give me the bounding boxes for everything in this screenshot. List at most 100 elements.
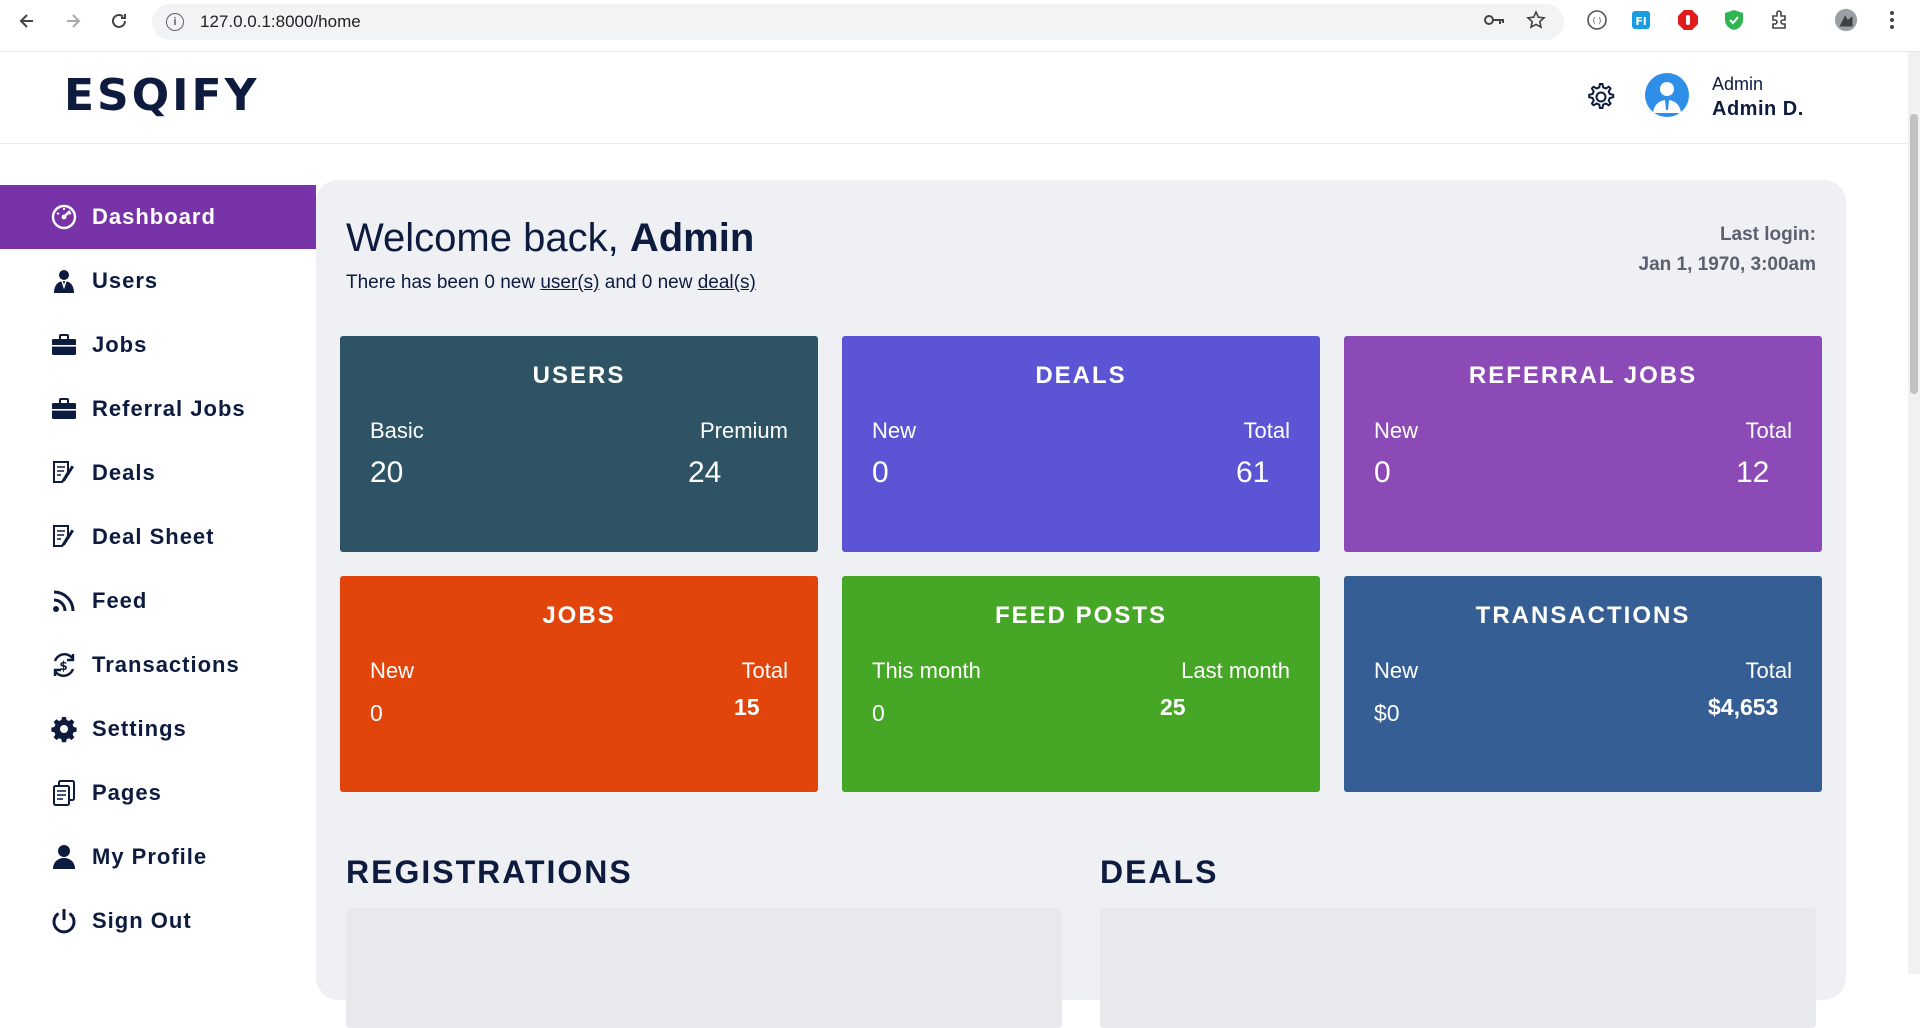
sidebar-item-label: Sign Out	[92, 908, 192, 933]
card-left-label: Basic	[370, 418, 424, 443]
referral-jobs-stat-card[interactable]: REFERRAL JOBS New Total 0 12	[1344, 336, 1822, 552]
card-left-value: 0	[872, 456, 889, 489]
sidebar-item-label: Settings	[92, 716, 187, 741]
browser-toolbar: i 127.0.0.1:8000/home ( ) Fl	[0, 0, 1920, 52]
card-right-value: 15	[734, 694, 760, 720]
card-left-value: 0	[872, 700, 885, 726]
card-title: USERS	[532, 362, 626, 389]
deals-section-title: DEALS	[1100, 854, 1219, 890]
sidebar-item-dashboard[interactable]: Dashboard	[0, 185, 316, 249]
deals-chart-area	[1100, 908, 1816, 1028]
sidebar-item-deal-sheet[interactable]: Deal Sheet	[0, 505, 316, 569]
sidebar-item-label: Jobs	[92, 332, 148, 357]
sidebar-item-transactions[interactable]: $ Transactions	[0, 633, 316, 697]
card-left-label: New	[1374, 658, 1419, 683]
subtext-part: There has been 0 new	[346, 272, 541, 293]
card-right-label: Premium	[699, 418, 788, 443]
card-left-value: $0	[1374, 700, 1400, 726]
welcome-subtext: There has been 0 new user(s) and 0 new d…	[346, 272, 756, 294]
power-icon	[50, 907, 78, 935]
briefcase-icon	[50, 331, 78, 359]
page-scrollbar[interactable]	[1908, 52, 1920, 974]
user-icon	[50, 843, 78, 871]
card-right-label: Total	[1243, 418, 1290, 443]
card-right-label: Total	[741, 658, 788, 683]
card-right-label: Total	[1745, 658, 1792, 683]
settings-gear-icon[interactable]	[1582, 79, 1618, 115]
sidebar-item-users[interactable]: Users	[0, 249, 316, 313]
card-title: REFERRAL JOBS	[1468, 362, 1698, 389]
extension-shield-icon[interactable]	[1722, 8, 1746, 32]
card-title: FEED POSTS	[994, 602, 1168, 629]
welcome-heading: Welcome back, Admin	[346, 216, 754, 261]
sidebar: Dashboard Users Jobs Referral Jobs Deals…	[0, 185, 316, 974]
esqify-logo[interactable]: ESQIFY	[64, 70, 260, 121]
pages-icon	[50, 779, 78, 807]
extension-fi-icon[interactable]: Fl	[1629, 8, 1653, 32]
sidebar-item-referral-jobs[interactable]: Referral Jobs	[0, 377, 316, 441]
feed-posts-stat-card[interactable]: FEED POSTS This month Last month 0 25	[842, 576, 1320, 792]
back-icon[interactable]	[12, 6, 42, 36]
registrations-section-title: REGISTRATIONS	[346, 854, 633, 890]
profile-avatar-icon[interactable]	[1834, 8, 1858, 32]
transactions-stat-card[interactable]: TRANSACTIONS New Total $0 $4,653	[1344, 576, 1822, 792]
browser-menu-icon[interactable]	[1880, 8, 1904, 32]
deals-stat-card[interactable]: DEALS New Total 0 61	[842, 336, 1320, 552]
user-name[interactable]: Admin D.	[1712, 98, 1804, 120]
extension-reader-icon[interactable]: ( )	[1585, 8, 1609, 32]
sidebar-item-label: Transactions	[92, 652, 240, 677]
last-login-value: Jan 1, 1970, 3:00am	[1638, 254, 1816, 275]
card-right-value: $4,653	[1708, 694, 1779, 720]
sidebar-item-my-profile[interactable]: My Profile	[0, 825, 316, 889]
sidebar-item-feed[interactable]: Feed	[0, 569, 316, 633]
welcome-prefix: Welcome back,	[346, 216, 630, 260]
deals-link[interactable]: deal(s)	[697, 272, 756, 293]
card-left-label: New	[1374, 418, 1419, 443]
card-title: DEALS	[1035, 362, 1127, 389]
forward-icon[interactable]	[58, 6, 88, 36]
briefcase-icon	[50, 395, 78, 423]
sidebar-item-label: Deal Sheet	[92, 524, 215, 549]
reload-icon[interactable]	[104, 6, 134, 36]
card-right-value: 12	[1736, 456, 1770, 489]
rss-icon	[50, 587, 78, 615]
scrollbar-thumb[interactable]	[1910, 114, 1918, 394]
sidebar-item-label: Pages	[92, 780, 162, 805]
users-link[interactable]: user(s)	[540, 272, 600, 293]
last-login-label: Last login:	[1719, 224, 1816, 245]
sidebar-item-settings[interactable]: Settings	[0, 697, 316, 761]
bookmark-star-icon[interactable]	[1526, 9, 1546, 35]
svg-text:( ): ( )	[1593, 16, 1602, 25]
sidebar-item-label: Referral Jobs	[92, 396, 246, 421]
card-left-label: New	[370, 658, 415, 683]
users-stat-card[interactable]: USERS Basic Premium 20 24	[340, 336, 818, 552]
app-header: ESQIFY Admin Admin D.	[0, 52, 1908, 144]
password-key-icon[interactable]	[1484, 12, 1506, 32]
sidebar-item-deals[interactable]: Deals	[0, 441, 316, 505]
transactions-icon: $	[50, 651, 78, 679]
jobs-stat-card[interactable]: JOBS New Total 0 15	[340, 576, 818, 792]
sidebar-item-sign-out[interactable]: Sign Out	[0, 889, 316, 953]
sidebar-item-label: Deals	[92, 460, 156, 485]
document-edit-icon	[50, 523, 78, 551]
user-role: Admin	[1712, 74, 1764, 94]
address-bar[interactable]: i 127.0.0.1:8000/home	[152, 4, 1564, 40]
card-title: TRANSACTIONS	[1475, 602, 1691, 629]
sidebar-item-jobs[interactable]: Jobs	[0, 313, 316, 377]
sidebar-item-pages[interactable]: Pages	[0, 761, 316, 825]
extensions-puzzle-icon[interactable]	[1768, 8, 1792, 32]
card-title: JOBS	[542, 602, 616, 629]
welcome-name: Admin	[629, 216, 755, 260]
subtext-part: and 0 new	[599, 272, 698, 293]
user-avatar[interactable]	[1645, 73, 1689, 117]
extension-adblock-icon[interactable]	[1676, 8, 1700, 32]
svg-text:Fl: Fl	[1635, 15, 1646, 28]
site-info-icon[interactable]: i	[166, 13, 184, 31]
sidebar-item-label: Feed	[92, 588, 148, 613]
gear-icon	[50, 715, 78, 743]
url-text: 127.0.0.1:8000/home	[200, 12, 361, 31]
svg-text:$: $	[59, 659, 68, 673]
sidebar-item-label: Users	[92, 268, 159, 293]
sidebar-item-label: My Profile	[92, 844, 208, 869]
dashboard-main: Welcome back, Admin There has been 0 new…	[316, 180, 1846, 1028]
